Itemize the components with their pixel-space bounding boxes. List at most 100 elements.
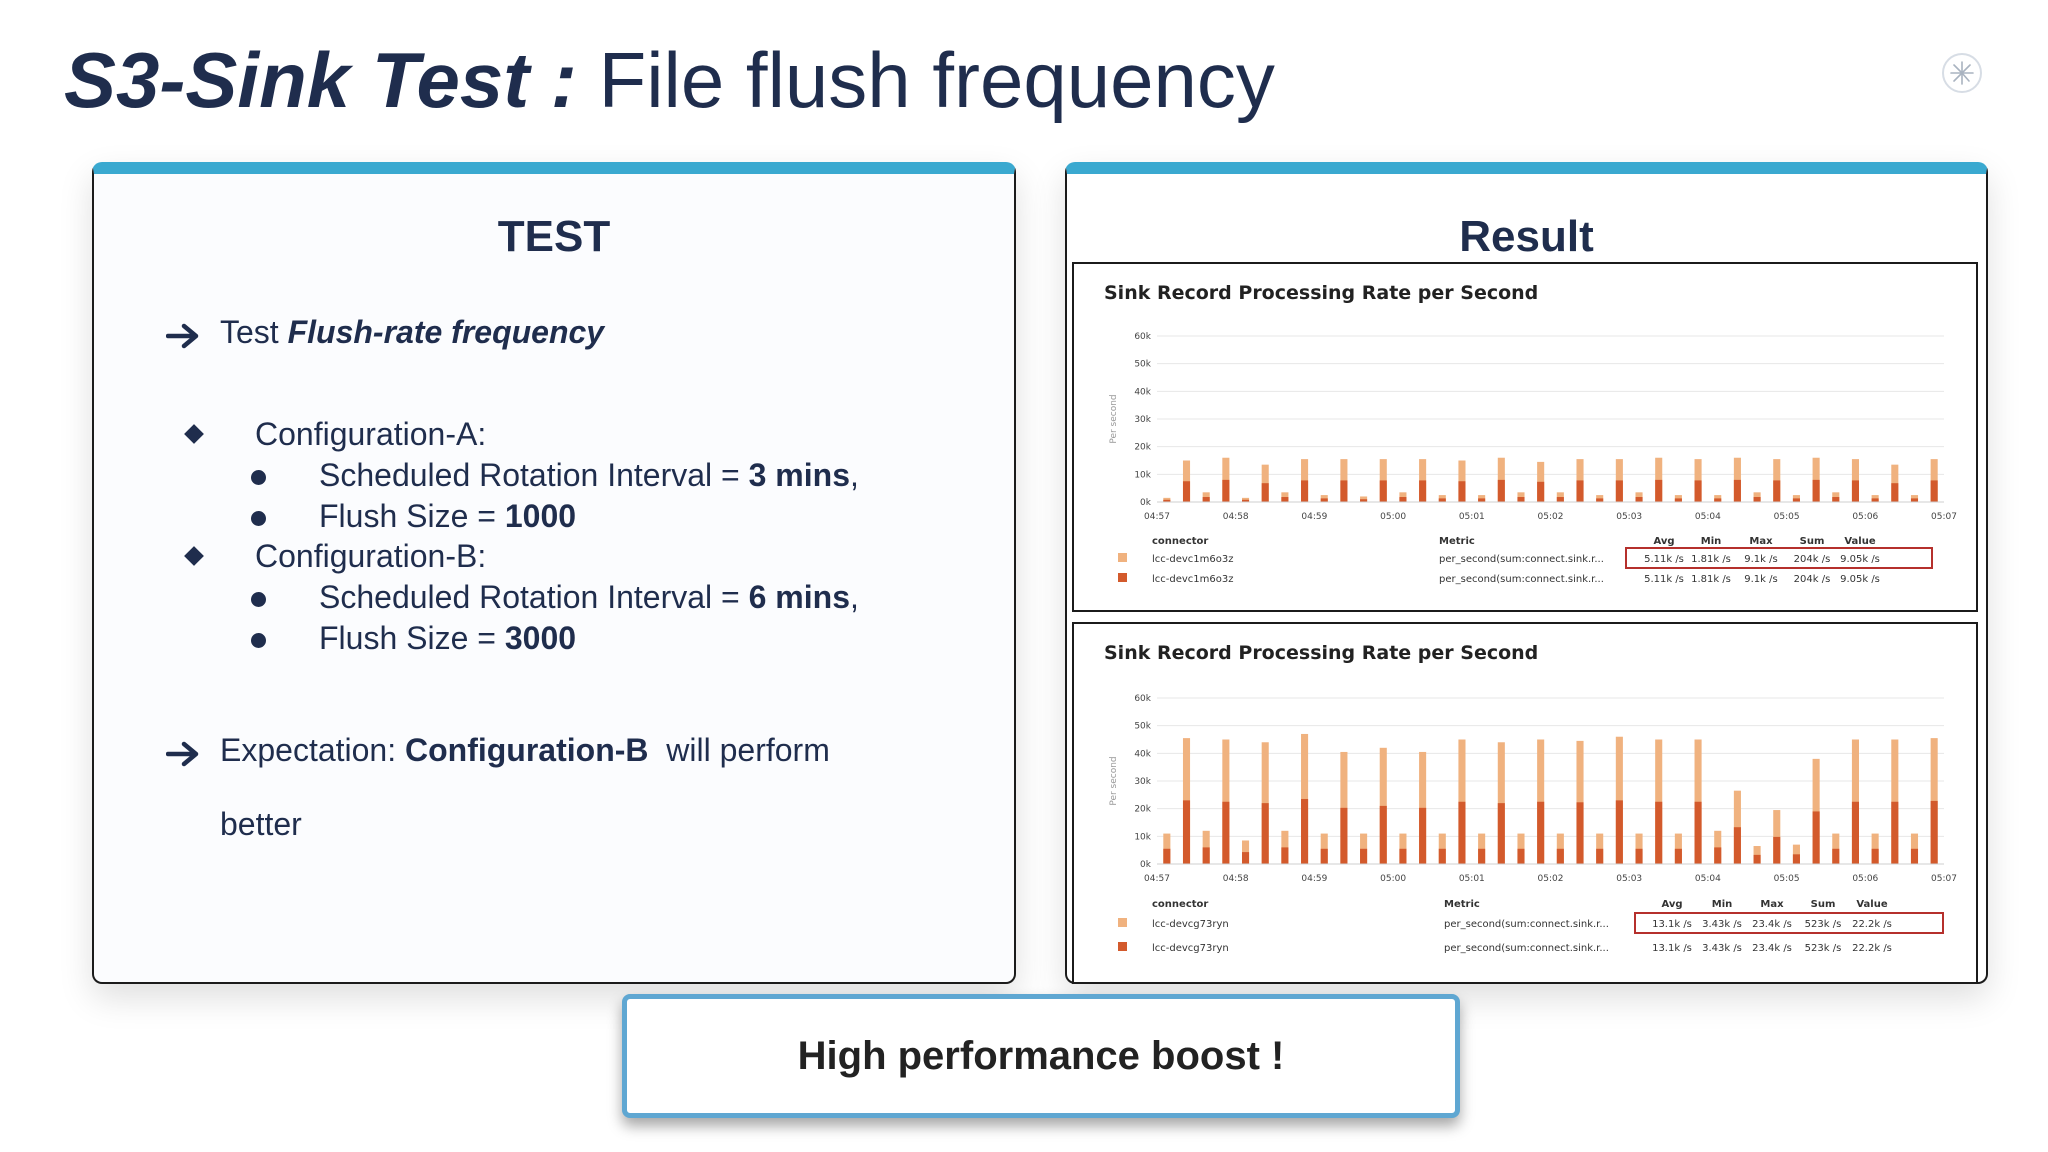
dot-bullet-icon bbox=[251, 470, 266, 485]
y-axis-label: Per second bbox=[1109, 756, 1119, 805]
legend-swatch bbox=[1118, 573, 1127, 582]
bar-dark bbox=[1419, 480, 1427, 502]
expectation-line: Expectation: Configuration-B will perfor… bbox=[220, 732, 830, 769]
bar-dark bbox=[1694, 801, 1702, 864]
bar-dark bbox=[1478, 848, 1486, 864]
bar-dark bbox=[1379, 805, 1387, 864]
legend-header: Avg bbox=[1661, 899, 1682, 910]
config-b-interval-prefix: Scheduled Rotation Interval = bbox=[319, 579, 749, 615]
y-tick-label: 60k bbox=[1134, 694, 1151, 704]
x-tick-label: 04:58 bbox=[1223, 874, 1249, 884]
bar-dark bbox=[1438, 848, 1446, 864]
expectation-bold: Configuration-B bbox=[405, 732, 649, 768]
bar-dark bbox=[1773, 836, 1781, 864]
legend-header: Max bbox=[1749, 536, 1773, 547]
bar-dark bbox=[1753, 497, 1761, 502]
legend-swatch bbox=[1118, 918, 1127, 927]
legend-header: Max bbox=[1760, 899, 1784, 910]
bar-dark bbox=[1635, 497, 1643, 502]
bar-dark bbox=[1851, 480, 1860, 502]
bar-dark bbox=[1497, 479, 1505, 502]
config-a-interval-value: 3 mins bbox=[748, 457, 850, 493]
config-b-flush: Flush Size = 3000 bbox=[319, 620, 576, 657]
legend-stat: 22.2k /s bbox=[1852, 943, 1892, 954]
bar-dark bbox=[1596, 498, 1604, 502]
x-tick-label: 05:00 bbox=[1380, 512, 1406, 522]
y-axis-label: Per second bbox=[1109, 394, 1119, 443]
config-b-flush-value: 3000 bbox=[504, 620, 577, 656]
y-tick-label: 50k bbox=[1134, 722, 1151, 732]
legend-stat: 204k /s bbox=[1794, 554, 1831, 565]
bar-light bbox=[1832, 833, 1840, 864]
legend-stat: 23.4k /s bbox=[1752, 919, 1792, 930]
bar-dark bbox=[1360, 848, 1368, 864]
y-tick-label: 50k bbox=[1134, 360, 1151, 370]
bar-dark bbox=[1871, 848, 1879, 864]
legend-stat: 23.4k /s bbox=[1752, 943, 1792, 954]
bar-dark bbox=[1832, 848, 1840, 864]
bar-dark bbox=[1576, 480, 1584, 502]
bar-dark bbox=[1241, 499, 1250, 502]
bar-dark bbox=[1182, 481, 1191, 502]
legend-swatch bbox=[1118, 942, 1127, 951]
x-tick-label: 04:58 bbox=[1223, 512, 1249, 522]
chart-title: Sink Record Processing Rate per Second bbox=[1104, 282, 1539, 304]
legend-stat: 9.1k /s bbox=[1744, 574, 1777, 585]
bar-dark bbox=[1674, 848, 1682, 864]
legend-stat: 3.43k /s bbox=[1702, 919, 1742, 930]
legend-stat: 1.81k /s bbox=[1691, 574, 1731, 585]
test-panel: TEST Test Flush-rate frequency Configura… bbox=[92, 162, 1016, 984]
legend-stat: 523k /s bbox=[1805, 943, 1842, 954]
legend-header: Avg bbox=[1653, 536, 1674, 547]
bar-dark bbox=[1438, 498, 1446, 502]
bar-light bbox=[1261, 742, 1269, 864]
bar-dark bbox=[1517, 497, 1525, 502]
y-tick-label: 30k bbox=[1134, 415, 1151, 425]
performance-boost-callout: High performance boost ! bbox=[622, 994, 1460, 1118]
legend-header: Sum bbox=[1800, 536, 1825, 547]
bar-dark bbox=[1261, 803, 1269, 864]
x-tick-label: 05:06 bbox=[1852, 512, 1878, 522]
legend-metric: per_second(sum:connect.sink.r... bbox=[1444, 943, 1609, 954]
bar-dark bbox=[1340, 480, 1348, 502]
bar-dark bbox=[1360, 499, 1368, 502]
legend-stat: 5.11k /s bbox=[1644, 574, 1684, 585]
bar-dark bbox=[1674, 498, 1682, 502]
right-arrow-icon bbox=[166, 741, 199, 767]
diamond-bullet-icon bbox=[184, 424, 204, 444]
bar-dark bbox=[1379, 480, 1387, 502]
x-tick-label: 05:07 bbox=[1931, 512, 1957, 522]
bar-dark bbox=[1891, 483, 1899, 502]
bar-dark bbox=[1615, 480, 1623, 502]
bar-dark bbox=[1320, 848, 1328, 864]
x-tick-label: 04:59 bbox=[1301, 512, 1327, 522]
bar-dark bbox=[1733, 479, 1741, 502]
bar-dark bbox=[1733, 827, 1741, 864]
y-tick-label: 0k bbox=[1140, 498, 1152, 508]
legend-stat: 9.05k /s bbox=[1840, 554, 1880, 565]
bar-dark bbox=[1812, 811, 1820, 864]
bar-dark bbox=[1281, 847, 1289, 864]
expectation-suffix: will perform bbox=[648, 732, 830, 768]
starburst-logo-icon bbox=[1942, 53, 1982, 93]
bar-light bbox=[1792, 844, 1800, 864]
x-tick-label: 05:03 bbox=[1616, 874, 1642, 884]
y-tick-label: 20k bbox=[1134, 805, 1151, 815]
bar-dark bbox=[1301, 480, 1309, 502]
legend-header: Sum bbox=[1811, 899, 1836, 910]
bar-dark bbox=[1930, 800, 1938, 864]
legend-connector: lcc-devcg73ryn bbox=[1152, 943, 1229, 954]
x-tick-label: 05:02 bbox=[1538, 512, 1564, 522]
bar-dark bbox=[1576, 802, 1584, 864]
bar-light bbox=[1399, 833, 1407, 864]
x-tick-label: 05:01 bbox=[1459, 874, 1485, 884]
config-a-label: Configuration-A: bbox=[255, 416, 487, 452]
legend-stat: 3.43k /s bbox=[1702, 943, 1742, 954]
bar-dark bbox=[1773, 480, 1781, 502]
x-tick-label: 05:04 bbox=[1695, 874, 1721, 884]
bar-dark bbox=[1832, 497, 1840, 502]
bar-light bbox=[1517, 833, 1525, 864]
chart-svg: 60k 50k 40k 30k 20k 10k 0k Per second 04:57 04:58… bbox=[1109, 694, 1957, 954]
legend-header: Min bbox=[1712, 899, 1733, 910]
config-b-interval-value: 6 mins bbox=[748, 579, 850, 615]
